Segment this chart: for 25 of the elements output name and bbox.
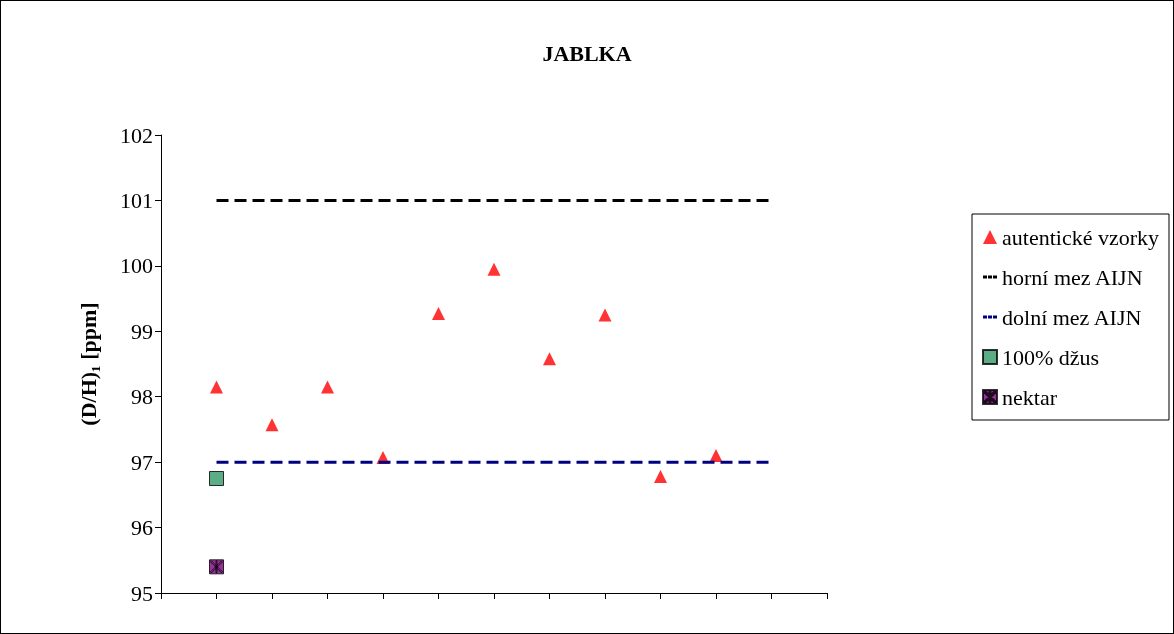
legend-label: nektar (1002, 384, 1058, 410)
y-tick-label: 98 (131, 384, 153, 410)
legend-label: autentické vzorky (1002, 224, 1160, 250)
point (321, 380, 334, 394)
point (598, 308, 612, 322)
chart-title: JABLKA (542, 40, 632, 66)
y-tick-label: 97 (131, 449, 153, 475)
point (265, 418, 279, 432)
y-axis-title: (D/H)₁ [ppm] (75, 302, 101, 426)
legend-label: horní mez AIJN (1002, 264, 1143, 290)
y-tick-label: 101 (120, 187, 153, 213)
point (432, 307, 445, 321)
point (654, 470, 667, 484)
point (487, 262, 501, 276)
y-tick-label: 102 (120, 122, 153, 148)
y-tick-label: 95 (131, 580, 153, 606)
legend-label: 100% džus (1002, 344, 1100, 370)
point (709, 449, 723, 463)
point (209, 471, 224, 486)
point (210, 380, 223, 394)
y-tick-label: 96 (131, 515, 153, 541)
y-tick-label: 99 (131, 318, 153, 344)
point (543, 352, 556, 366)
y-tick-label: 100 (120, 253, 153, 279)
legend-label: dolní mez AIJN (1002, 304, 1142, 330)
